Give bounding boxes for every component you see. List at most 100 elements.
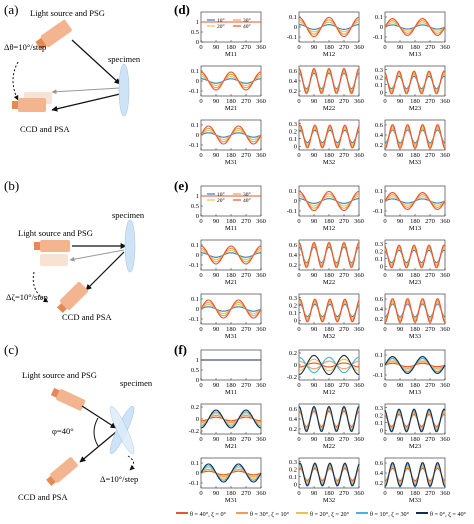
bottom-legend: θ = 40°, ζ = 0° θ = 30°, ζ = 10° θ = 20°, …: [176, 511, 467, 518]
subplot-label: M21: [225, 443, 237, 450]
subplot-label: M33: [409, 333, 421, 340]
schematic-c: (c) Light source and PSG specimen φ=40° …: [4, 342, 153, 502]
rotation-arrow-c: [127, 455, 135, 471]
y-tick-label: 0.6: [289, 406, 298, 413]
y-tick-label: 0.2: [375, 142, 383, 149]
y-tick-label: 0.1: [375, 14, 383, 21]
x-tick-label: 270: [241, 272, 251, 279]
y-tick-label: 0: [294, 317, 297, 324]
reflected-ray-a: [51, 93, 121, 112]
x-tick-label: 90: [213, 436, 220, 443]
x-tick-label: 360: [440, 152, 450, 159]
y-tick-label: 0.2: [289, 302, 297, 309]
y-tick-label: 0.1: [191, 242, 199, 249]
x-tick-label: 180: [226, 272, 236, 279]
x-tick-label: 360: [440, 490, 450, 497]
series-line: [384, 192, 446, 210]
x-tick-label: 270: [339, 490, 349, 497]
legend-d: 10°20° 30°40°: [207, 17, 251, 30]
x-tick-label: 90: [213, 382, 220, 389]
x-tick-label: 180: [324, 326, 334, 333]
y-tick-label: -0.1: [189, 142, 199, 149]
light-source-a: [35, 19, 72, 51]
x-tick-label: 0: [383, 436, 386, 443]
panel-label-c: (c): [4, 342, 18, 357]
series-line: [298, 21, 360, 33]
panel-label-d: (d): [174, 2, 190, 17]
x-tick-label: 360: [256, 272, 266, 279]
subplot-label: M11: [225, 389, 237, 396]
series-line: [200, 299, 262, 319]
subplot-label: M31: [225, 333, 237, 340]
specimen-b: [124, 219, 136, 273]
subplot-label: M33: [409, 497, 421, 504]
x-tick-label: 180: [410, 218, 420, 225]
y-tick-label: 0.2: [375, 412, 383, 419]
subplot-label: M12: [323, 389, 335, 396]
x-tick-label: 270: [425, 382, 435, 389]
series-line: [384, 18, 446, 36]
subplot-label: M31: [225, 159, 237, 166]
mueller-charts: 10.500 90 180 270 360M1110°20°30°40°0.10-0.1…: [189, 11, 450, 504]
plot-frame: [200, 239, 262, 271]
x-tick-label: 180: [226, 326, 236, 333]
x-tick-label: 270: [425, 326, 435, 333]
x-tick-label: 180: [410, 436, 420, 443]
x-tick-label: 270: [241, 152, 251, 159]
x-tick-label: 0: [383, 218, 386, 225]
x-tick-label: 90: [213, 98, 220, 105]
y-tick-label: 0: [380, 24, 383, 31]
y-tick-label: 0.1: [375, 352, 383, 359]
y-tick-label: 0: [196, 78, 199, 85]
x-tick-label: 0: [297, 98, 300, 105]
x-tick-label: 270: [425, 272, 435, 279]
legend-entry: 30°: [243, 191, 251, 198]
x-tick-label: 270: [425, 152, 435, 159]
x-tick-label: 180: [324, 272, 334, 279]
series-line: [298, 462, 360, 487]
y-tick-label: 0.4: [289, 252, 298, 259]
y-tick-label: 0.6: [375, 460, 384, 467]
subplot-d-m33: 0.6 0.4 0.20 90 180 270 360 M33: [375, 119, 450, 166]
subplot-e-m33: 0.6 0.4 0.20 90 180 270 360 M33: [375, 293, 450, 340]
x-tick-label: 360: [354, 152, 364, 159]
y-tick-label: 0.2: [289, 88, 297, 95]
source-label-c: Light source and PSG: [22, 370, 97, 380]
x-tick-label: 90: [213, 490, 220, 497]
x-tick-label: 180: [324, 218, 334, 225]
x-tick-label: 90: [397, 326, 404, 333]
y-tick-label: 0: [294, 481, 297, 488]
series-line: [298, 298, 360, 323]
x-tick-label: 90: [397, 152, 404, 159]
x-tick-label: 0: [199, 326, 202, 333]
panel-label-e: (e): [174, 178, 188, 193]
series-line: [384, 298, 446, 324]
light-source-b: [34, 240, 70, 252]
panel-label-f: (f): [174, 342, 187, 357]
incident-ray-c: [81, 405, 117, 429]
x-tick-label: 0: [297, 218, 300, 225]
x-tick-label: 360: [256, 98, 266, 105]
x-tick-label: 0: [199, 490, 202, 497]
x-tick-label: 180: [410, 326, 420, 333]
series-line: [298, 67, 360, 94]
x-tick-label: 270: [339, 44, 349, 51]
x-tick-label: 90: [213, 152, 220, 159]
x-tick-label: 270: [339, 152, 349, 159]
y-tick-label: -0.1: [189, 262, 199, 269]
y-tick-label: 0: [380, 263, 383, 270]
legend-entry: 10°: [217, 17, 225, 24]
x-tick-label: 90: [397, 490, 404, 497]
subplot-label: M31: [225, 497, 237, 504]
x-tick-label: 0: [383, 98, 386, 105]
series-line: [200, 249, 262, 261]
legend-entry: 40°: [243, 23, 251, 30]
x-tick-label: 0: [383, 272, 386, 279]
detector-ghost-b: [40, 254, 68, 266]
